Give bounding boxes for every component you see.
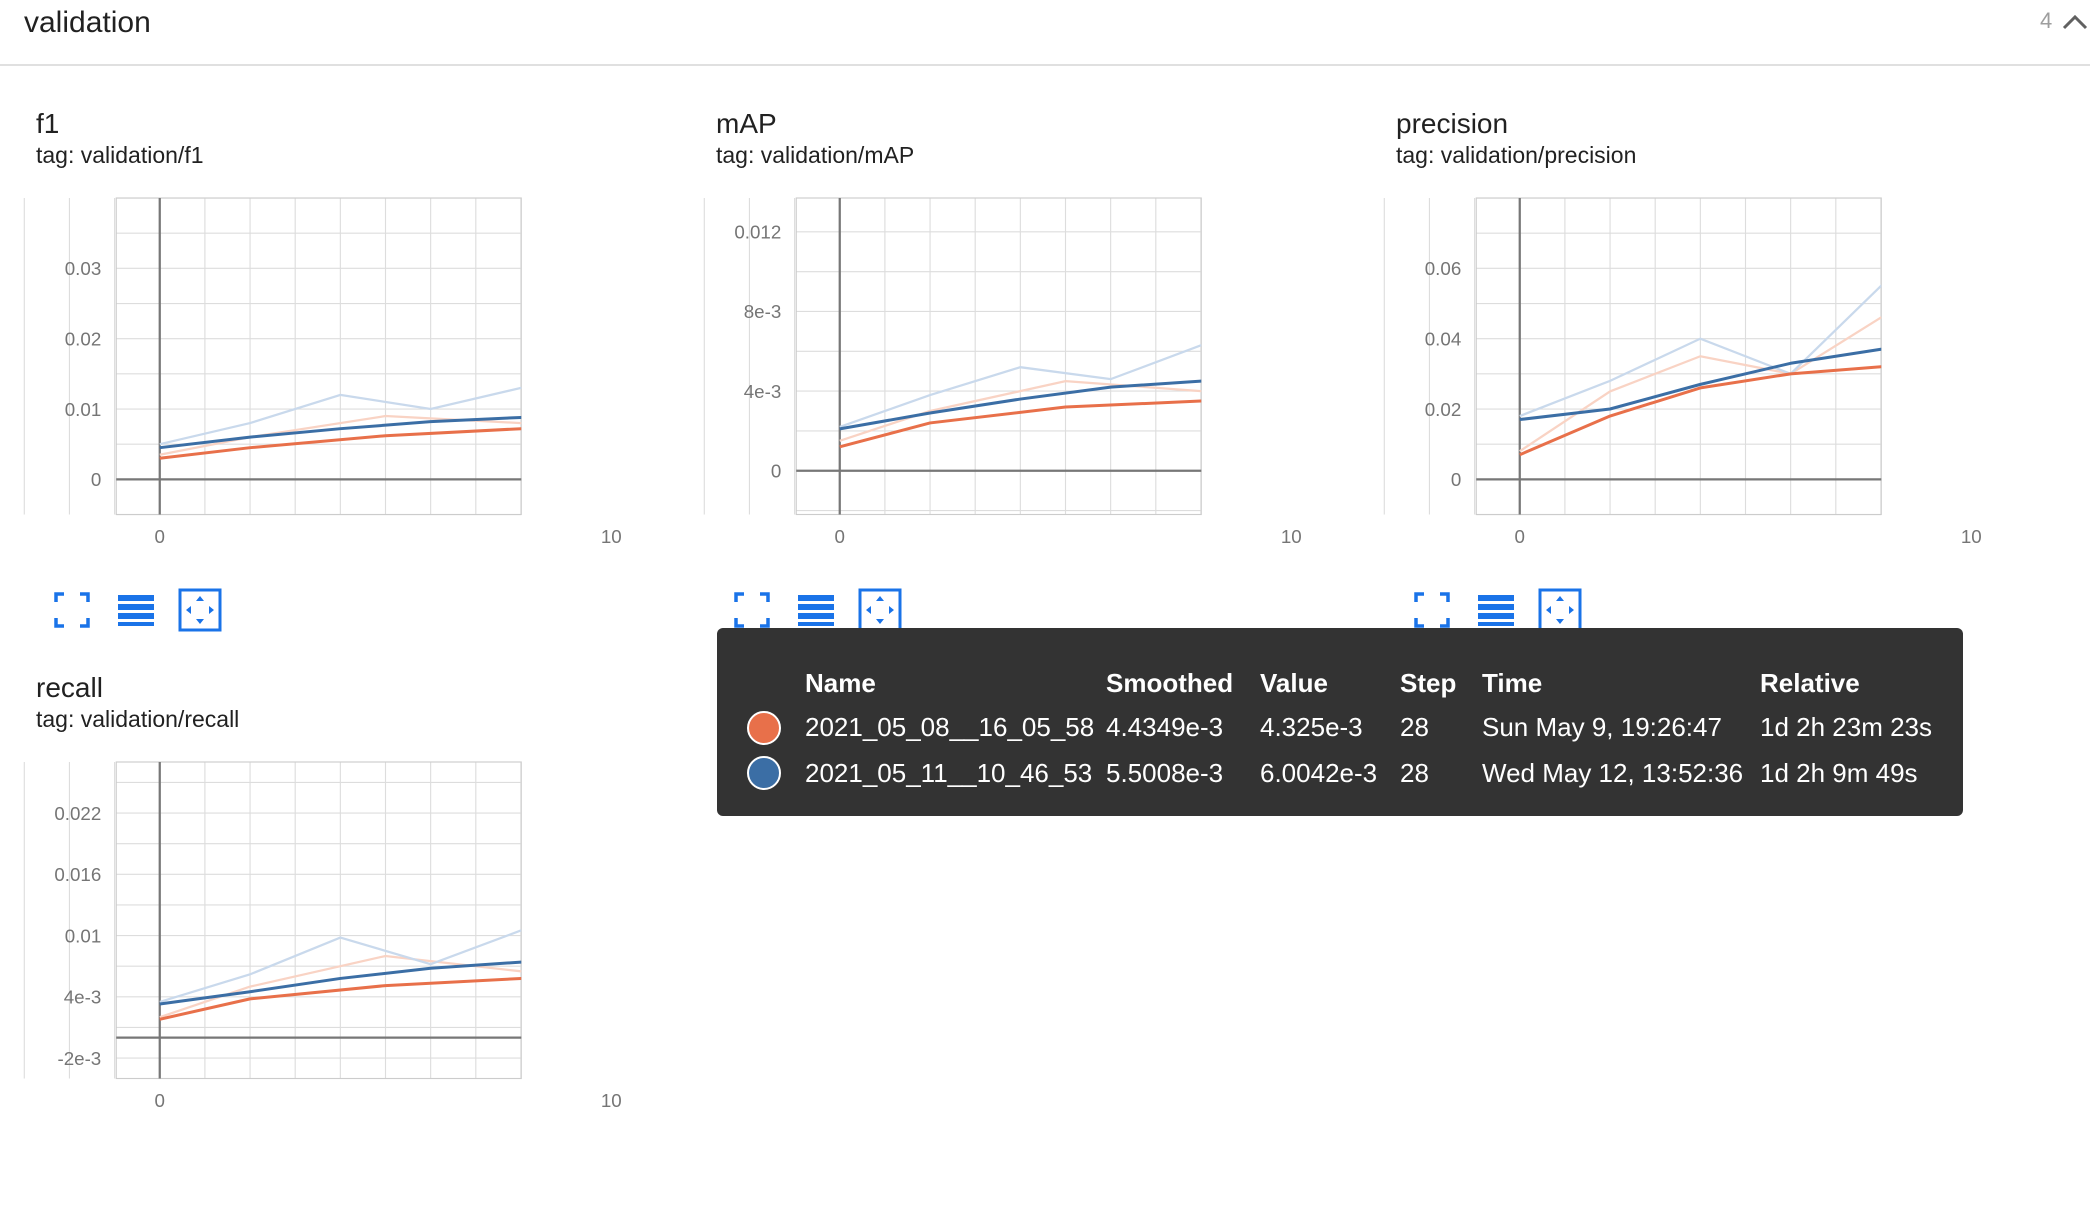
fullscreen-icon[interactable] — [1410, 588, 1454, 632]
chevron-up-icon[interactable] — [2060, 8, 2090, 38]
raw-series-line — [839, 379, 1202, 442]
section-title: validation — [24, 6, 151, 39]
toggle-log-scale-icon[interactable] — [794, 588, 838, 632]
chart-tag: tag: validation/recall — [36, 706, 240, 732]
tooltip-step: 28 — [1400, 712, 1429, 742]
raw-series-line — [159, 954, 522, 1019]
raw-series-line — [159, 929, 522, 1004]
chart-count: 4 — [2040, 8, 2053, 33]
y-tick-label: 0 — [91, 469, 101, 490]
chart-tag: tag: validation/mAP — [716, 142, 915, 168]
y-tick-label: 4e-3 — [64, 987, 102, 1008]
section-header[interactable]: validation 4 — [0, 0, 2090, 66]
y-tick-label: 0.016 — [54, 864, 101, 885]
y-tick-label: 0 — [771, 460, 781, 481]
y-tick-label: -2e-3 — [57, 1048, 101, 1069]
chart-grid — [23, 197, 522, 516]
smoothed-series-line — [159, 427, 522, 460]
y-tick-label: 0.02 — [65, 328, 102, 349]
y-tick-label: 0.01 — [65, 399, 102, 420]
fit-domain-icon[interactable] — [178, 588, 222, 632]
y-tick-label: 0.012 — [734, 222, 781, 243]
fit-domain-icon[interactable] — [858, 588, 902, 632]
tooltip-run-name: 2021_05_11__10_46_53 — [805, 758, 1093, 788]
tooltip-value: 6.0042e-3 — [1260, 758, 1378, 788]
chart-tag: tag: validation/precision — [1396, 142, 1637, 168]
tooltip-relative: 1d 2h 23m 23s — [1760, 712, 1933, 742]
tooltip-value: 4.325e-3 — [1260, 712, 1363, 742]
y-tick-label: 0.02 — [1425, 399, 1462, 420]
chart-tag: tag: validation/f1 — [36, 142, 204, 168]
run-color-swatch — [747, 756, 781, 790]
tooltip-relative: 1d 2h 9m 49s — [1760, 758, 1918, 788]
y-tick-label: 0.04 — [1425, 328, 1462, 349]
smoothed-series-line — [159, 960, 522, 1006]
tooltip-step: 28 — [1400, 758, 1429, 788]
tooltip-time: Wed May 12, 13:52:36 — [1482, 758, 1744, 788]
fullscreen-icon[interactable] — [50, 588, 94, 632]
y-tick-label: 4e-3 — [744, 381, 782, 402]
y-tick-label: 8e-3 — [744, 301, 782, 322]
x-tick-label: 0 — [835, 526, 845, 547]
chart-title: recall — [36, 672, 103, 703]
chart-grid — [1383, 197, 1882, 516]
chart-grid — [703, 197, 1202, 516]
x-tick-label: 0 — [1515, 526, 1525, 547]
tooltip-header-name: Name — [805, 668, 876, 698]
tooltip-time: Sun May 9, 19:26:47 — [1482, 712, 1722, 742]
raw-series-line — [1519, 284, 1882, 418]
raw-series-line — [159, 386, 522, 446]
y-tick-label: 0.022 — [54, 803, 101, 824]
line-chart[interactable]: 01020304050607000.010.020.03 — [0, 176, 690, 666]
line-chart[interactable]: 01020304050607004e-38e-30.012 — [680, 176, 1370, 666]
chart-card-map: mAP tag: validation/mAP 0102030405060700… — [680, 108, 1370, 658]
chart-card-precision: precision tag: validation/precision 0102… — [1360, 108, 2050, 658]
smoothed-series-line — [1519, 347, 1882, 422]
tooltip-header-smoothed: Smoothed — [1106, 668, 1234, 698]
tooltip-header-step: Step — [1400, 668, 1457, 698]
raw-series-line — [1519, 316, 1882, 453]
raw-series-line — [839, 344, 1202, 428]
tooltip-run-name: 2021_05_08__16_05_58 — [805, 712, 1095, 742]
tooltip-smoothed: 4.4349e-3 — [1106, 712, 1224, 742]
line-chart[interactable]: 01020304050607000.020.040.06 — [1360, 176, 2050, 666]
chart-title: precision — [1396, 108, 1509, 139]
y-tick-label: 0.01 — [65, 925, 102, 946]
raw-series-line — [159, 414, 522, 456]
chart-card-f1: f1 tag: validation/f1 01020304050607000.… — [0, 108, 690, 658]
tooltip-smoothed: 5.5008e-3 — [1106, 758, 1224, 788]
chart-title: f1 — [36, 108, 60, 139]
toggle-log-scale-icon[interactable] — [114, 588, 158, 632]
y-tick-label: 0 — [1451, 469, 1461, 490]
tooltip-header-time: Time — [1482, 668, 1543, 698]
x-tick-label: 10 — [601, 526, 622, 547]
smoothed-series-line — [159, 976, 522, 1021]
x-tick-label: 10 — [1281, 526, 1302, 547]
chart-grid — [23, 761, 522, 1080]
tooltip-header-value: Value — [1260, 668, 1328, 698]
hover-tooltip: Name Smoothed Value Step Time Relative 2… — [717, 628, 1963, 816]
tooltip-header-relative: Relative — [1760, 668, 1860, 698]
chart-title: mAP — [716, 108, 777, 139]
chart-card-recall: recall tag: validation/recall 0102030405… — [0, 672, 690, 1222]
x-tick-label: 0 — [155, 1090, 165, 1111]
x-tick-label: 10 — [1961, 526, 1982, 547]
fit-domain-icon[interactable] — [1538, 588, 1582, 632]
run-color-swatch — [747, 711, 781, 745]
x-tick-label: 0 — [155, 526, 165, 547]
smoothed-series-line — [839, 379, 1202, 431]
fullscreen-icon[interactable] — [730, 588, 774, 632]
x-tick-label: 10 — [601, 1090, 622, 1111]
y-tick-label: 0.06 — [1425, 258, 1462, 279]
toggle-log-scale-icon[interactable] — [1474, 588, 1518, 632]
smoothed-series-line — [1519, 365, 1882, 457]
y-tick-label: 0.03 — [65, 258, 102, 279]
smoothed-series-line — [159, 415, 522, 450]
